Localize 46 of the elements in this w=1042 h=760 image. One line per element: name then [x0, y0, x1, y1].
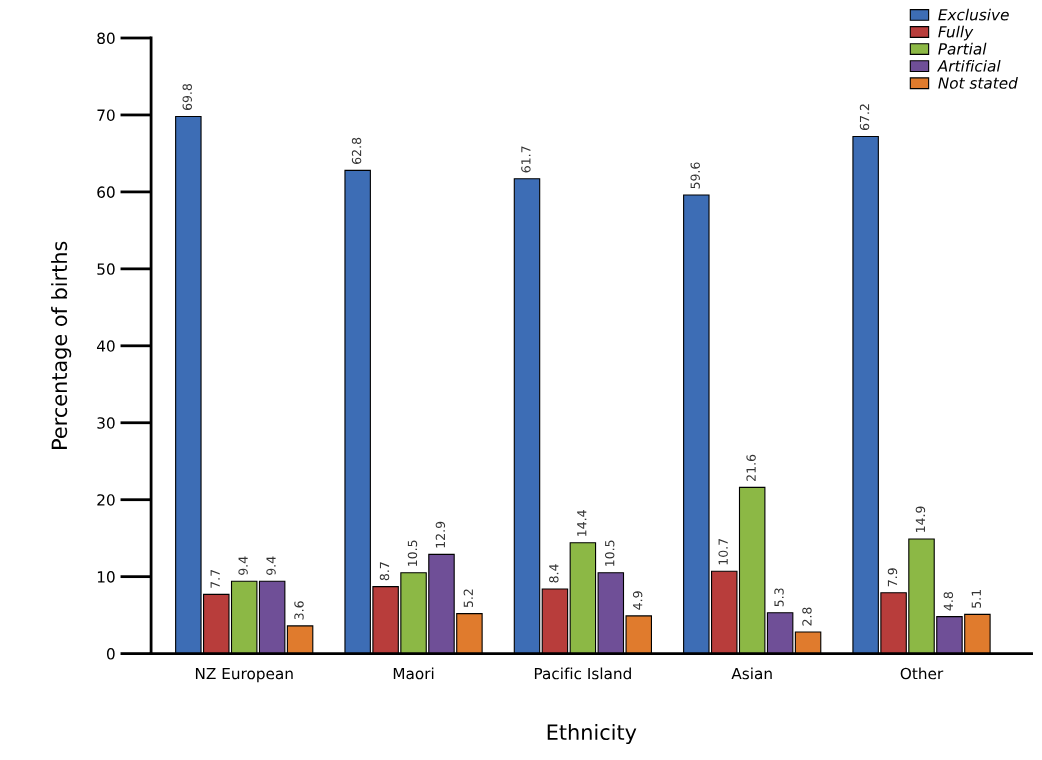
data-label: 14.9 — [915, 506, 926, 533]
data-label: 4.9 — [632, 591, 643, 610]
data-label: 2.8 — [802, 607, 812, 626]
data-label: 9.4 — [238, 556, 248, 575]
data-label: 4.8 — [943, 592, 954, 611]
data-label: 5.2 — [463, 589, 474, 608]
y-tick-label: 20 — [97, 494, 115, 506]
x-tick-label: Pacific Island — [534, 667, 631, 680]
data-label: 14.4 — [577, 510, 587, 536]
y-axis-title: Percentage of births — [51, 241, 72, 449]
x-tick-label: Asian — [731, 667, 772, 680]
data-label: 7.9 — [887, 568, 898, 587]
y-tick-label: 0 — [106, 648, 115, 660]
data-label: 12.9 — [435, 521, 446, 548]
y-tick-label: 80 — [97, 32, 115, 45]
legend-label: Fully — [938, 25, 974, 41]
data-label: 8.4 — [549, 564, 559, 583]
y-tick-label: 10 — [97, 571, 115, 583]
x-tick-label: Other — [900, 667, 944, 680]
y-tick-label: 70 — [97, 109, 115, 121]
data-label: 3.6 — [294, 601, 304, 620]
data-label: 7.7 — [210, 569, 220, 588]
legend-label: Exclusive — [938, 8, 1009, 21]
data-label: 59.6 — [690, 162, 700, 189]
legend-label: Not stated — [938, 76, 1018, 89]
data-label: 67.2 — [859, 104, 870, 131]
data-label: 10.5 — [604, 540, 615, 566]
legend-label: Partial — [938, 42, 987, 55]
data-label: 10.7 — [718, 538, 728, 565]
y-tick-label: 50 — [97, 263, 115, 275]
data-label: 69.8 — [182, 83, 192, 111]
data-label: 9.4 — [266, 556, 276, 575]
y-tick-label: 40 — [96, 340, 115, 352]
data-label: 8.7 — [379, 562, 390, 581]
y-tick-label: 30 — [97, 417, 115, 429]
x-axis-title: Ethnicity — [547, 723, 637, 745]
data-label: 61.7 — [521, 146, 531, 173]
data-label: 10.5 — [407, 540, 418, 566]
data-label: 62.8 — [351, 137, 362, 164]
data-label: 21.6 — [746, 454, 756, 481]
legend-label: Artificial — [936, 59, 1001, 72]
data-label: 5.3 — [774, 588, 784, 607]
y-tick-label: 60 — [97, 186, 115, 198]
data-label: 5.1 — [971, 590, 982, 608]
x-tick-label: NZ European — [195, 667, 293, 683]
x-tick-label: Maori — [393, 667, 434, 680]
